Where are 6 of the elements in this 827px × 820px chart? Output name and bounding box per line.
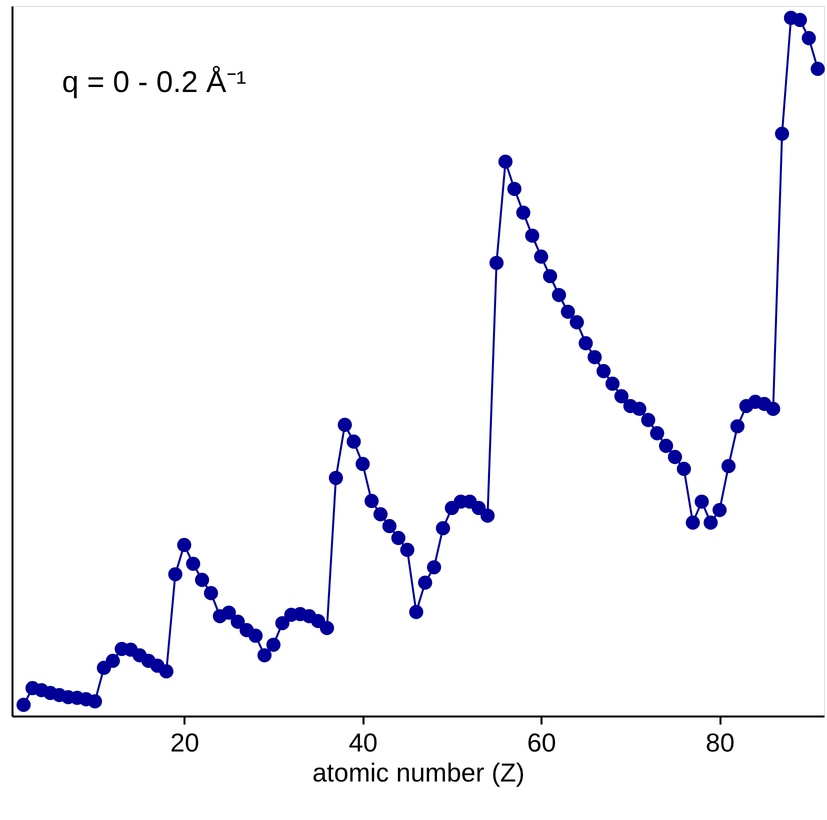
x-tick-label: 80: [706, 728, 735, 758]
annotation: q = 0 - 0.2 Å⁻¹: [62, 65, 246, 99]
x-axis-title: atomic number (Z): [312, 758, 525, 788]
x-tick-label: 40: [348, 728, 378, 758]
x-tick-label: 20: [170, 728, 200, 758]
x-tick-label: 60: [527, 728, 556, 758]
